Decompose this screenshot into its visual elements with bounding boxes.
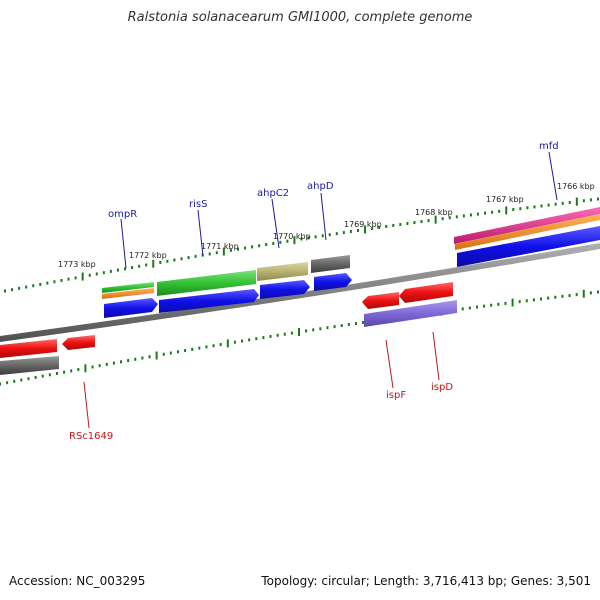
feature-RSc1649-red[interactable] xyxy=(0,339,57,358)
feature-ahpD-gray[interactable] xyxy=(311,255,350,273)
tick-label-1768: 1768 kbp xyxy=(415,208,453,217)
feature-ahpC2-khaki[interactable] xyxy=(257,262,308,281)
map-title: Ralstonia solanacearum GMI1000, complete… xyxy=(127,10,473,25)
feature-ispD-red-arrow[interactable] xyxy=(399,282,453,303)
tick-label-1770: 1770 kbp xyxy=(273,232,311,241)
feature-ahpC2-blue-arrow[interactable] xyxy=(260,280,310,299)
reverse-strand-features xyxy=(0,282,457,375)
tick-label-1771: 1771 kbp xyxy=(201,242,239,251)
forward-gene-labels: ompR risS ahpC2 ahpD mfd xyxy=(108,141,559,220)
feature-mfd-magenta[interactable] xyxy=(454,207,600,244)
feature-ompR-green[interactable] xyxy=(102,282,154,293)
tick-label-1767: 1767 kbp xyxy=(486,195,524,204)
feature-ompR-orange[interactable] xyxy=(102,288,154,299)
forward-strand-features xyxy=(102,207,600,318)
feature-risS-green-arrow[interactable] xyxy=(157,270,256,296)
reverse-leader-lines xyxy=(83,331,440,429)
accession-label: Accession: NC_003295 xyxy=(9,574,146,588)
feature-red-arrow-small[interactable] xyxy=(62,335,95,350)
tick-label-1766: 1766 kbp xyxy=(557,182,595,191)
scale-tick-labels: 1773 kbp 1772 kbp 1771 kbp 1770 kbp 1769… xyxy=(58,182,595,269)
feature-ispF-red-arrow[interactable] xyxy=(362,292,399,309)
feature-purple-bar[interactable] xyxy=(364,300,457,327)
gene-label-ispF[interactable]: ispF xyxy=(386,390,406,401)
forward-leader-lines xyxy=(120,151,558,269)
genome-summary: Topology: circular; Length: 3,716,413 bp… xyxy=(261,574,591,588)
gene-label-RSc1649[interactable]: RSc1649 xyxy=(69,431,113,442)
feature-mfd-orange[interactable] xyxy=(455,214,600,250)
gene-label-ahpC2[interactable]: ahpC2 xyxy=(257,188,289,199)
feature-mfd-blue[interactable] xyxy=(457,226,600,267)
tick-label-1769: 1769 kbp xyxy=(344,220,382,229)
gene-label-ispD[interactable]: ispD xyxy=(431,382,453,393)
gene-label-ompR[interactable]: ompR xyxy=(108,209,137,220)
upper-scale-track xyxy=(4,197,599,293)
feature-ahpD-blue-arrow[interactable] xyxy=(314,273,352,291)
gene-label-risS[interactable]: risS xyxy=(189,199,207,210)
feature-RSc1649-gray[interactable] xyxy=(0,356,59,375)
feature-ompR-blue-arrow[interactable] xyxy=(104,298,158,318)
gene-label-ahpD[interactable]: ahpD xyxy=(307,181,334,192)
tick-label-1772: 1772 kbp xyxy=(129,251,167,260)
gene-label-mfd[interactable]: mfd xyxy=(539,141,559,152)
tick-label-1773: 1773 kbp xyxy=(58,260,96,269)
feature-risS-blue-arrow[interactable] xyxy=(159,289,259,313)
reverse-gene-labels: RSc1649 ispF ispD xyxy=(69,382,453,442)
